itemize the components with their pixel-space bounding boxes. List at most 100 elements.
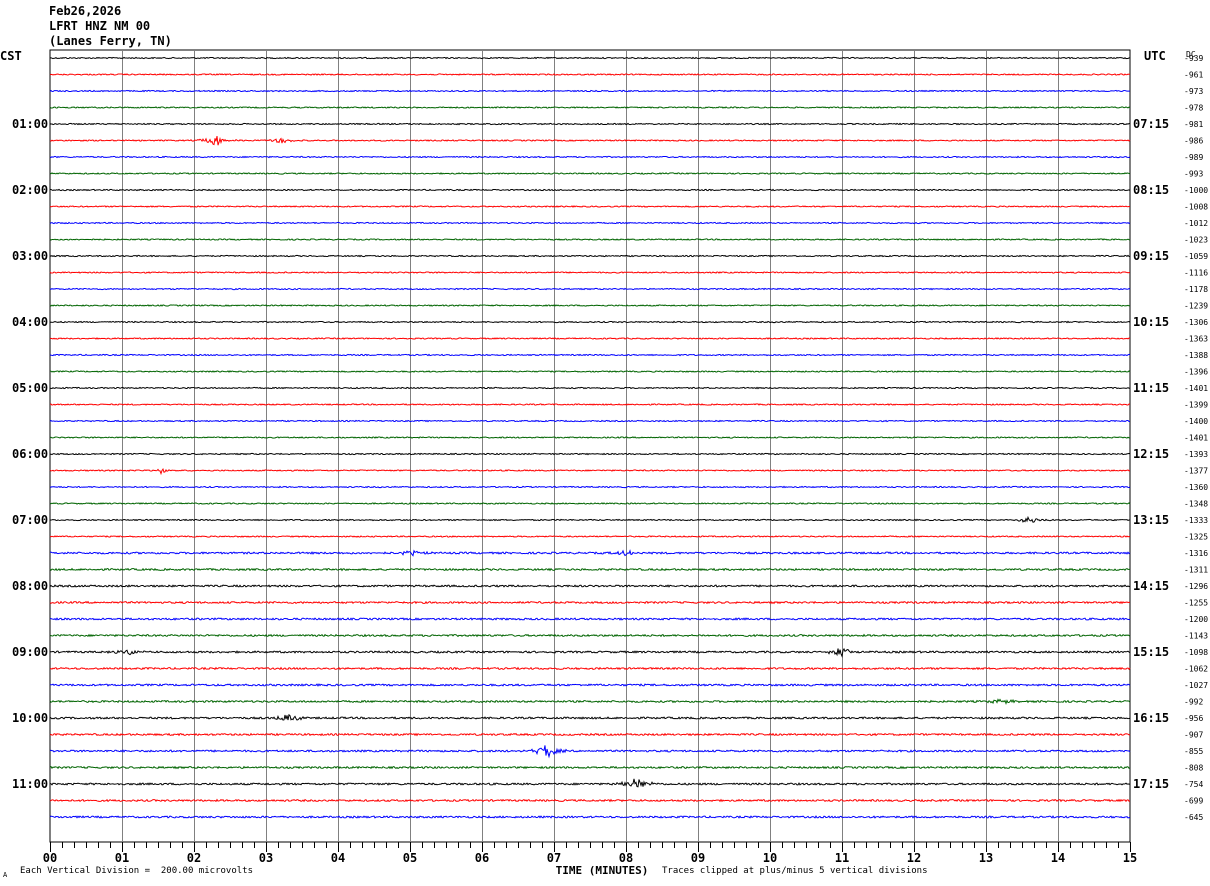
dc-offset-label: -1296 [1184,582,1208,591]
x-axis-label: TIME (MINUTES) [556,864,649,877]
seismic-trace [49,122,1131,126]
dc-offset-label: -1023 [1184,236,1208,245]
x-tick-label: 09 [691,851,705,865]
dc-offset-label: -978 [1184,104,1203,113]
dc-offset-label: -1008 [1184,203,1208,212]
seismic-trace [49,765,1131,770]
dc-offset-label: -1000 [1184,186,1208,195]
seismic-trace [49,666,1131,671]
left-hour-label: 04:00 [12,315,48,329]
right-axis-label: UTC [1144,49,1166,63]
dc-offset-label: -973 [1184,87,1203,96]
dc-offset-label: -1116 [1184,269,1208,278]
left-hour-label: 02:00 [12,183,48,197]
corner-mark: A [3,871,8,879]
x-tick-label: 13 [979,851,993,865]
plot-frame [49,49,1131,843]
right-hour-label: 08:15 [1133,183,1169,197]
dc-offset-label: -1396 [1184,368,1208,377]
seismic-trace [49,353,1131,357]
dc-offset-label: -956 [1184,714,1203,723]
seismic-trace [49,304,1131,307]
seismic-trace [49,155,1131,159]
dc-offset-label: -989 [1184,153,1203,162]
x-tick-label: 10 [763,851,777,865]
seismic-trace [49,337,1131,340]
dc-offset-label: -1027 [1184,681,1208,690]
right-hour-label: 07:15 [1133,117,1169,131]
seismic-trace [49,647,1131,658]
dc-offset-label: -1311 [1184,566,1208,575]
x-tick-label: 11 [835,851,849,865]
seismic-trace [49,287,1131,291]
seismic-trace [49,254,1131,258]
vertical-division-note: Each Vertical Division = 200.00 microvol… [20,866,253,876]
seismic-trace [49,535,1131,538]
dc-offset-label: -1062 [1184,665,1208,674]
dc-offset-label: -1399 [1184,401,1208,410]
seismic-trace [49,221,1131,225]
seismic-trace [49,172,1131,175]
x-tick-label: 04 [331,851,345,865]
dc-offset-label: -1316 [1184,549,1208,558]
dc-offset-label: -1059 [1184,252,1208,261]
dc-offset-label: -1306 [1184,318,1208,327]
x-tick-label: 02 [187,851,201,865]
clip-note: Traces clipped at plus/minus 5 vertical … [662,866,928,876]
dc-label: DC [1186,50,1196,59]
header-date: Feb26,2026 [49,4,122,18]
seismic-trace [49,600,1131,605]
seismic-trace [49,403,1131,406]
seismic-trace [49,271,1131,274]
x-tick-label: 07 [547,851,561,865]
right-hour-label: 14:15 [1133,579,1169,593]
seismic-trace [49,549,1131,557]
dc-offset-label: -1333 [1184,516,1208,525]
seismic-trace [49,135,1131,146]
left-hour-label: 06:00 [12,447,48,461]
seismic-trace [49,370,1131,373]
seismic-trace [49,56,1131,60]
seismic-trace [49,188,1131,192]
dc-offset-label: -1255 [1184,599,1208,608]
seismic-trace [49,106,1131,109]
dc-offset-label: -855 [1184,747,1203,756]
seismic-trace [49,419,1131,423]
dc-offset-label: -992 [1184,698,1203,707]
right-hour-label: 11:15 [1133,381,1169,395]
seismic-trace [49,745,1131,759]
x-tick-label: 15 [1123,851,1137,865]
x-tick-label: 06 [475,851,489,865]
left-hour-label: 03:00 [12,249,48,263]
dc-offset-label: -1401 [1184,384,1208,393]
dc-offset-label: -1239 [1184,302,1208,311]
dc-offset-label: -1325 [1184,533,1208,542]
dc-offset-label: -754 [1184,780,1203,789]
x-tick-label: 14 [1051,851,1065,865]
seismic-trace [49,89,1131,93]
dc-offset-label: -1401 [1184,434,1208,443]
dc-offset-label: -1393 [1184,450,1208,459]
dc-offset-label: -907 [1184,731,1203,740]
seismic-trace [49,386,1131,390]
seismic-trace [49,452,1131,456]
seismic-trace [49,515,1131,523]
right-hour-label: 10:15 [1133,315,1169,329]
x-tick-label: 01 [115,851,129,865]
x-tick-label: 00 [43,851,57,865]
left-hour-label: 09:00 [12,645,48,659]
left-hour-label: 08:00 [12,579,48,593]
seismic-trace [49,584,1131,588]
header-station: LFRT HNZ NM 00 [49,19,151,33]
right-hour-label: 13:15 [1133,513,1169,527]
seismic-trace [49,467,1131,476]
x-tick-label: 08 [619,851,633,865]
seismic-trace [49,73,1131,76]
dc-offset-label: -1098 [1184,648,1208,657]
seismic-trace [49,798,1131,803]
seismic-trace [49,698,1131,706]
seismic-trace [49,320,1131,324]
x-tick-label: 03 [259,851,273,865]
seismic-trace [49,238,1131,241]
